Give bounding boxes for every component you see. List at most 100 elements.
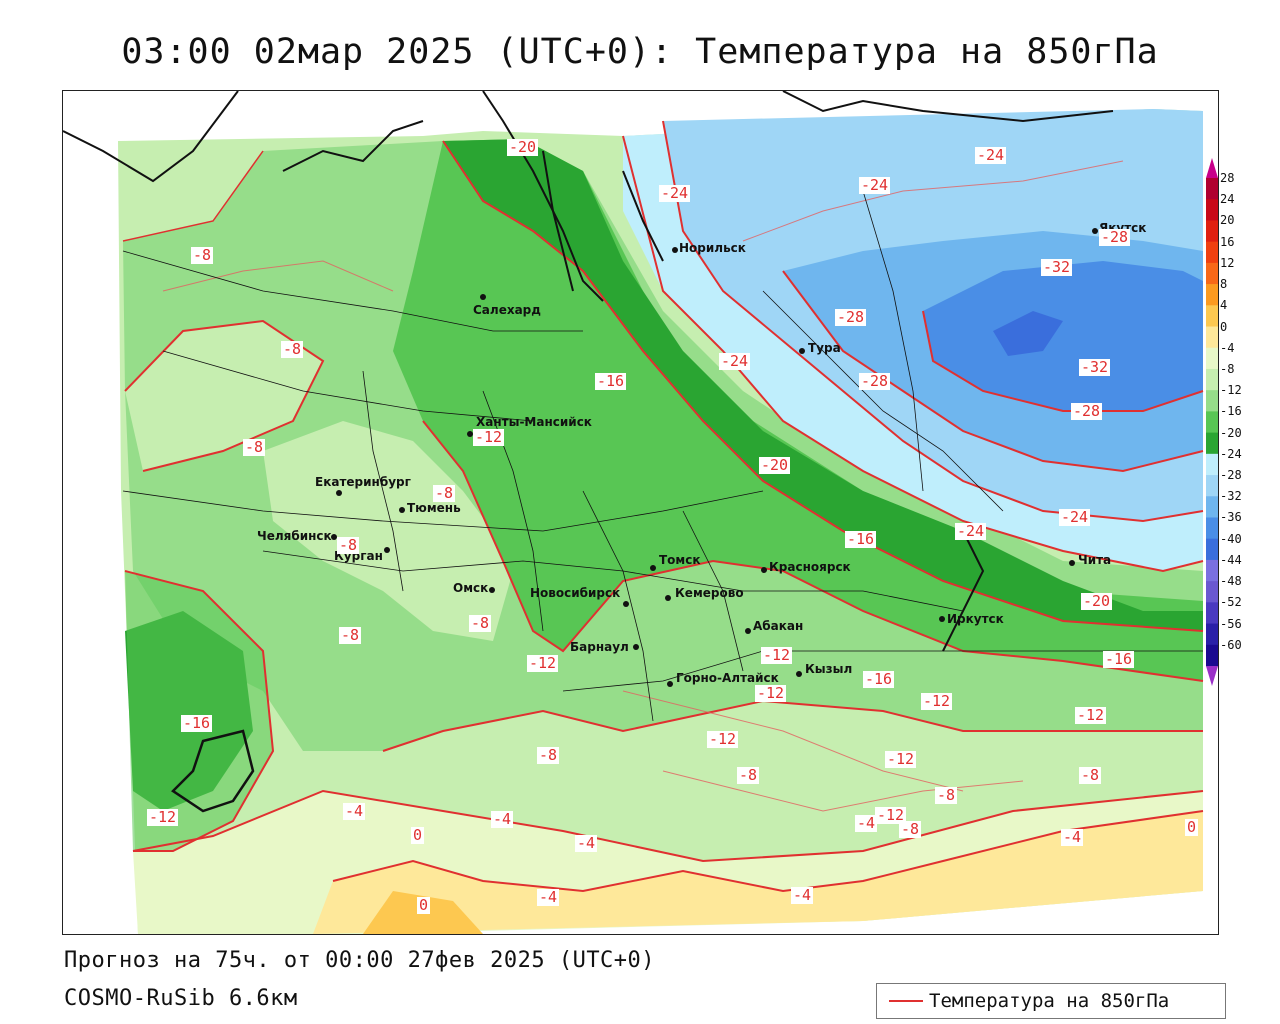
model-name: COSMO-RuSib 6.6км bbox=[64, 986, 298, 1011]
city-label: Тура bbox=[808, 341, 841, 355]
contour-label: -8 bbox=[191, 246, 214, 264]
city-dot bbox=[384, 547, 390, 553]
colorbar-swatch bbox=[1206, 581, 1218, 603]
contour-label: -12 bbox=[1075, 706, 1107, 724]
city-label: Красноярск bbox=[769, 560, 851, 574]
colorbar-tick-label: -36 bbox=[1220, 510, 1242, 525]
colorbar-tick-label: -56 bbox=[1220, 616, 1242, 631]
colorbar-swatch bbox=[1206, 284, 1218, 306]
contour-label: -24 bbox=[659, 184, 691, 202]
contour-label: -32 bbox=[1041, 258, 1073, 276]
colorbar-swatch bbox=[1206, 475, 1218, 497]
city-label: Горно-Алтайск bbox=[676, 671, 779, 685]
contour-label: -8 bbox=[899, 820, 922, 838]
contour-label: -32 bbox=[1079, 358, 1111, 376]
legend-label: Температура на 850гПа bbox=[929, 990, 1170, 1012]
colorbar-swatch bbox=[1206, 453, 1218, 476]
colorbar-tick-label: 16 bbox=[1220, 234, 1235, 249]
city-dot bbox=[1069, 560, 1075, 566]
colorbar-tick-label: 12 bbox=[1220, 255, 1235, 270]
colorbar-swatch bbox=[1206, 602, 1218, 625]
city-label: Ханты-Мансийск bbox=[476, 415, 592, 429]
contour-label: -8 bbox=[469, 614, 492, 632]
colorbar-swatch bbox=[1206, 241, 1218, 264]
city-dot bbox=[745, 628, 751, 634]
colorbar-swatch bbox=[1206, 305, 1218, 328]
colorbar-swatch bbox=[1206, 496, 1218, 518]
contour-label: -12 bbox=[761, 646, 793, 664]
zone-zero-south bbox=[313, 811, 1203, 934]
zone-interior-light bbox=[263, 421, 513, 641]
colorbar-tick-label: -12 bbox=[1220, 383, 1242, 398]
map-title: 03:00 02мар 2025 (UTC+0): Температура на… bbox=[121, 32, 1159, 72]
colorbar-tick-label: -60 bbox=[1220, 637, 1242, 652]
city-dot bbox=[336, 490, 342, 496]
contour-label: -4 bbox=[791, 886, 814, 904]
city-dot bbox=[623, 601, 629, 607]
city-dot bbox=[331, 534, 337, 540]
colorbar-tick-label: 4 bbox=[1220, 298, 1228, 313]
map-panel[interactable]: Норильск Якутск Салехард Тура Ханты-Манс… bbox=[62, 90, 1219, 935]
contour-label: -12 bbox=[755, 684, 787, 702]
city-dot bbox=[489, 587, 495, 593]
city-label: Салехард bbox=[473, 303, 541, 317]
city-dot bbox=[672, 247, 678, 253]
contour-label: -8 bbox=[281, 340, 304, 358]
contour-label: -12 bbox=[875, 806, 907, 824]
colorbar-tick-label: -32 bbox=[1220, 489, 1242, 504]
contour-label: -20 bbox=[759, 456, 791, 474]
colorbar-swatch bbox=[1206, 432, 1218, 455]
legend: Температура на 850гПа bbox=[876, 983, 1226, 1019]
colorbar bbox=[1206, 158, 1218, 686]
colorbar-swatch bbox=[1206, 199, 1218, 221]
city-dot bbox=[939, 616, 945, 622]
forecast-info: Прогноз на 75ч. от 00:00 27фев 2025 (UTC… bbox=[64, 948, 656, 973]
colorbar-tick-label: -8 bbox=[1220, 361, 1235, 376]
contour-label: -16 bbox=[845, 530, 877, 548]
colorbar-tick-label: -48 bbox=[1220, 574, 1242, 589]
city-dot bbox=[665, 595, 671, 601]
city-label: Чита bbox=[1078, 553, 1112, 567]
city-dot bbox=[467, 431, 473, 437]
contour-label: -16 bbox=[1103, 650, 1135, 668]
city-label: Тюмень bbox=[407, 501, 461, 515]
contour-label: -28 bbox=[1071, 402, 1103, 420]
contour-label: -12 bbox=[885, 750, 917, 768]
colorbar-swatch bbox=[1206, 347, 1218, 370]
city-dot bbox=[633, 644, 639, 650]
city-dot bbox=[1092, 228, 1098, 234]
city-label: Томск bbox=[659, 553, 701, 567]
contour-label: -12 bbox=[473, 428, 505, 446]
city-dot bbox=[796, 671, 802, 677]
contour-label: -8 bbox=[537, 746, 560, 764]
city-label: Кызыл bbox=[805, 662, 853, 676]
colorbar-tick-label: 24 bbox=[1220, 192, 1235, 207]
contour-label: -20 bbox=[1081, 592, 1113, 610]
colorbar-tick-label: -40 bbox=[1220, 531, 1242, 546]
contour-label: -28 bbox=[835, 308, 867, 326]
contour-label: -24 bbox=[859, 176, 891, 194]
contour-label: -4 bbox=[537, 888, 560, 906]
city-dot bbox=[480, 294, 486, 300]
contour-label: -24 bbox=[719, 352, 751, 370]
contour-label: -4 bbox=[491, 810, 514, 828]
contour-label: -16 bbox=[181, 714, 213, 732]
temperature-field bbox=[63, 91, 1204, 934]
isotherms bbox=[122, 120, 1204, 893]
city-dot bbox=[799, 348, 805, 354]
zone-west-light bbox=[125, 321, 323, 471]
colorbar-swatch bbox=[1206, 559, 1218, 582]
contour-label: -24 bbox=[955, 522, 987, 540]
colorbar-swatch bbox=[1206, 644, 1218, 667]
contour-label: -28 bbox=[1099, 228, 1131, 246]
colorbar-tick-label: -4 bbox=[1220, 340, 1235, 355]
colorbar-swatch bbox=[1206, 368, 1218, 391]
contour-label: -8 bbox=[243, 438, 266, 456]
colorbar-top-arrow bbox=[1206, 158, 1218, 178]
contour-label: -4 bbox=[343, 802, 366, 820]
contour-label: 0 bbox=[417, 896, 431, 914]
contour-label: -24 bbox=[1059, 508, 1091, 526]
zone-minus16 bbox=[443, 139, 1203, 631]
colorbar-swatch bbox=[1206, 262, 1218, 285]
contour-label: -8 bbox=[337, 536, 360, 554]
